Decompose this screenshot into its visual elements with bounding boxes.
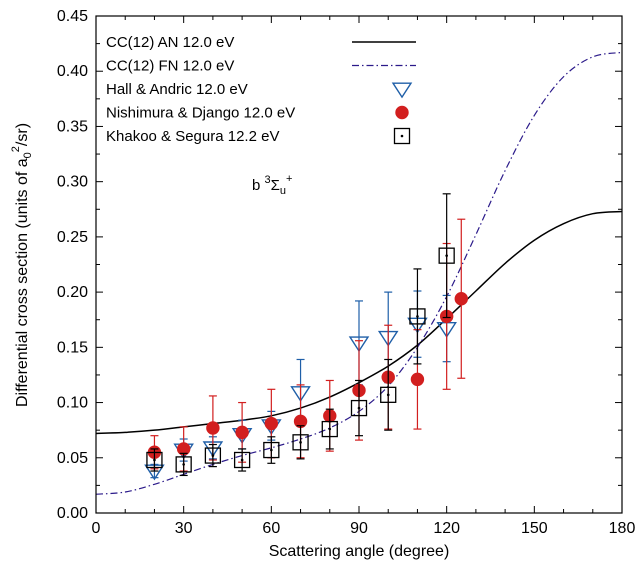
series-points-4	[146, 193, 455, 477]
y-tick-label: 0.30	[57, 174, 88, 191]
state-annotation-sup1: 3	[265, 174, 271, 186]
y-tick-label: 0.40	[57, 63, 88, 80]
legend-marker-2	[391, 82, 413, 99]
legend-label-2: Hall & Andric 12.0 eV	[106, 81, 248, 98]
y-tick-label: 0.35	[57, 118, 88, 135]
state-annotation-sub: u	[280, 185, 286, 197]
data-point	[204, 447, 222, 464]
series-points-3	[147, 218, 468, 472]
y-tick-label: 0.20	[57, 284, 88, 301]
legend-label-4: Khakoo & Segura 12.2 eV	[106, 128, 279, 145]
series-points	[144, 193, 468, 481]
data-point	[348, 336, 370, 353]
y-axis-label-suffix: /sr)	[14, 123, 31, 146]
x-tick-label: 30	[175, 520, 193, 537]
x-tick-label: 60	[262, 520, 280, 537]
data-point-dot	[240, 458, 244, 462]
state-annotation-sup2: +	[286, 173, 292, 185]
x-tick-label: 120	[433, 520, 460, 537]
data-point-box	[263, 441, 280, 459]
data-point-dot	[328, 427, 332, 431]
data-point	[175, 456, 192, 473]
data-point	[264, 416, 279, 431]
x-tick-label: 180	[609, 520, 636, 537]
data-point	[438, 247, 455, 264]
data-point	[206, 421, 220, 435]
x-tick-label: 0	[92, 520, 101, 537]
tick-labels: 0 30 60 90 120 150 180 0.00 0.05 0.10 0.15 0.20 0.25…	[57, 8, 636, 537]
legend-marker-3	[395, 105, 409, 120]
y-tick-label: 0.05	[57, 450, 88, 467]
plot-frame	[95, 15, 623, 514]
data-point	[321, 420, 338, 438]
data-point	[380, 386, 397, 403]
y-tick-label: 0.00	[57, 505, 88, 522]
data-point-dot	[386, 393, 390, 397]
legend-marker-4-box	[393, 127, 411, 145]
data-point-dot	[299, 441, 302, 444]
legend-label-0: CC(12) AN 12.0 eV	[106, 34, 234, 51]
data-point	[454, 292, 468, 306]
y-tick-label: 0.15	[57, 339, 88, 356]
data-point-dot	[270, 448, 273, 452]
data-point-dot	[445, 254, 448, 257]
data-point-box	[146, 451, 163, 469]
legend-marker-4	[393, 127, 411, 145]
data-point-box	[204, 447, 222, 464]
data-point	[233, 451, 251, 469]
data-point	[263, 441, 280, 459]
data-point-box	[233, 451, 251, 469]
data-point	[409, 308, 426, 325]
data-point-box	[380, 386, 397, 403]
state-annotation: b 3Σu+	[252, 173, 292, 197]
x-axis-label: Scattering angle (degree)	[269, 543, 450, 560]
state-annotation-main: Σ	[271, 177, 280, 194]
data-point-box	[350, 399, 368, 417]
y-axis-label-sub: 0	[22, 152, 34, 158]
y-axis-label: Differential cross section (units of a02…	[10, 123, 34, 407]
x-tick-label: 150	[521, 520, 548, 537]
legend-label-3: Nishimura & Django 12.0 eV	[106, 105, 295, 122]
state-annotation-base: b	[252, 177, 265, 194]
legend-label-1: CC(12) FN 12.0 eV	[106, 58, 234, 75]
x-tick-label: 90	[350, 520, 368, 537]
data-point-dot	[182, 463, 185, 466]
y-tick-label: 0.25	[57, 229, 88, 246]
y-axis-label-sup: 2	[10, 146, 22, 152]
data-point-dot	[357, 406, 361, 410]
y-tick-label: 0.10	[57, 395, 88, 412]
data-point-box	[438, 247, 455, 264]
data-point-box	[321, 420, 338, 438]
data-point	[235, 425, 249, 440]
data-point	[350, 399, 368, 417]
y-tick-label: 0.45	[57, 8, 88, 25]
legend-marker-4-dot	[400, 134, 404, 138]
y-axis-label-prefix: Differential cross section (units of a	[14, 158, 31, 407]
legend: CC(12) AN 12.0 eV CC(12) FN 12.0 eV Hall &…	[106, 34, 416, 145]
data-point	[292, 434, 309, 451]
data-point	[410, 372, 425, 387]
data-point-box	[292, 434, 309, 451]
data-point-box	[409, 308, 426, 325]
data-point-dot	[153, 458, 156, 462]
data-point	[146, 451, 163, 469]
data-point-dot	[211, 454, 215, 457]
data-point-dot	[416, 315, 419, 318]
data-point-box	[175, 456, 192, 473]
